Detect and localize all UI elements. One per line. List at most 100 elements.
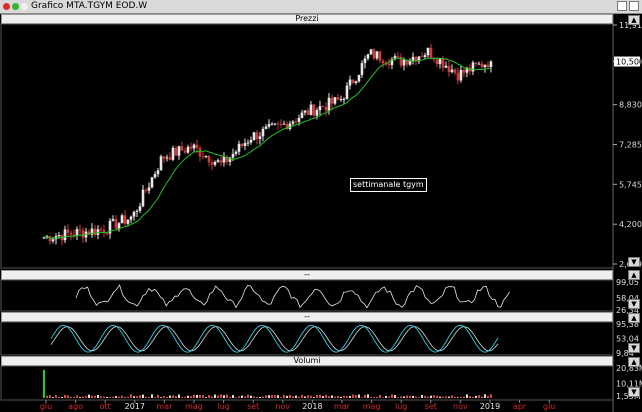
close-window-icon[interactable] bbox=[629, 1, 639, 11]
candle-body bbox=[189, 146, 193, 149]
volume-bar bbox=[243, 396, 246, 398]
candle-body bbox=[297, 117, 301, 122]
volume-bar bbox=[339, 396, 342, 398]
last-price-label: 10,500 bbox=[616, 58, 642, 67]
candle-body bbox=[51, 239, 55, 242]
maximize-dot-icon[interactable] bbox=[21, 3, 28, 10]
candle-body bbox=[453, 69, 457, 73]
volume-bar bbox=[348, 395, 351, 398]
volume-bar bbox=[252, 396, 255, 398]
volume-bar bbox=[228, 396, 231, 398]
volume-bar bbox=[201, 395, 204, 398]
volume-bar bbox=[135, 396, 138, 398]
candle-body bbox=[75, 229, 79, 236]
candle-body bbox=[390, 59, 394, 66]
x-tick-label: giu bbox=[40, 402, 52, 411]
volume-bar bbox=[351, 394, 354, 398]
osc1-scroll-up-button[interactable]: ▲ bbox=[628, 270, 640, 280]
chart-annotation[interactable]: settimanale tgym bbox=[350, 178, 427, 192]
prices-scroll-down-button[interactable]: ▼ bbox=[628, 257, 640, 267]
vol-scroll-up-button[interactable]: ▲ bbox=[628, 357, 640, 367]
volume-bar bbox=[246, 394, 249, 398]
candle-body bbox=[144, 189, 148, 191]
restore-window-icon[interactable] bbox=[617, 1, 627, 11]
candle-body bbox=[225, 156, 229, 162]
candle-body bbox=[294, 121, 298, 123]
vol-scroll-down-button[interactable]: ▼ bbox=[628, 387, 640, 397]
candle-body bbox=[126, 219, 130, 224]
volume-bar bbox=[216, 395, 219, 398]
prices-panel-header[interactable]: Prezzi bbox=[1, 14, 613, 24]
candle-body bbox=[216, 160, 220, 162]
candle-body bbox=[99, 229, 103, 231]
volume-bar bbox=[309, 395, 312, 398]
candle-body bbox=[243, 143, 247, 146]
volume-bar bbox=[357, 394, 360, 398]
volume-bar bbox=[219, 394, 222, 398]
osc1-scroll-down-button[interactable]: ▼ bbox=[628, 299, 640, 309]
candle-body bbox=[273, 123, 277, 125]
candle-body bbox=[207, 155, 211, 163]
volume-bar bbox=[402, 396, 405, 398]
candle-body bbox=[228, 157, 232, 162]
oscillator-line bbox=[75, 284, 510, 309]
volume-bar bbox=[312, 397, 315, 398]
x-tick-label: set bbox=[425, 402, 437, 411]
candle-body bbox=[480, 63, 484, 68]
volume-bar bbox=[174, 396, 177, 398]
minimize-dot-icon[interactable] bbox=[12, 3, 19, 10]
volume-bar bbox=[435, 395, 438, 398]
volume-bar bbox=[300, 394, 303, 398]
volume-bar bbox=[465, 394, 468, 398]
stochastic-k-line bbox=[50, 324, 499, 353]
volume-bar bbox=[93, 395, 96, 398]
volume-bar bbox=[354, 395, 357, 398]
prices-scroll-up-button[interactable]: ▲ bbox=[628, 15, 640, 25]
candle-body bbox=[357, 74, 361, 82]
volume-bar bbox=[75, 395, 78, 398]
candle-body bbox=[90, 228, 94, 235]
volume-bar bbox=[327, 396, 330, 398]
close-dot-icon[interactable] bbox=[3, 3, 10, 10]
osc2-scroll-up-button[interactable]: ▲ bbox=[628, 313, 640, 323]
volume-bar bbox=[456, 397, 459, 398]
volume-bar bbox=[333, 396, 336, 398]
candle-body bbox=[315, 110, 319, 116]
volume-bar bbox=[129, 394, 132, 398]
volume-panel-header[interactable]: Volumi bbox=[1, 356, 613, 366]
candle-body bbox=[165, 157, 169, 159]
candle-body bbox=[141, 189, 145, 207]
candle-body bbox=[237, 143, 241, 152]
candle-body bbox=[408, 60, 412, 65]
volume-bar bbox=[144, 396, 147, 398]
volume-bar bbox=[171, 395, 174, 398]
stochastic-panel-header[interactable]: -- bbox=[1, 312, 613, 322]
volume-bar bbox=[294, 395, 297, 398]
volume-bar bbox=[153, 397, 156, 398]
volume-bar bbox=[291, 396, 294, 398]
candle-body bbox=[336, 97, 340, 100]
candle-body bbox=[435, 59, 439, 65]
volume-bar bbox=[126, 396, 129, 398]
volume-bar bbox=[105, 397, 108, 398]
volume-bar bbox=[117, 396, 120, 398]
x-tick-label: apr bbox=[513, 402, 527, 411]
candle-body bbox=[486, 64, 490, 68]
candle-body bbox=[135, 210, 139, 212]
volume-bar bbox=[336, 396, 339, 398]
candle-body bbox=[132, 211, 136, 217]
candle-body bbox=[186, 146, 190, 153]
volume-bar bbox=[165, 397, 168, 398]
osc2-scroll-down-button[interactable]: ▼ bbox=[628, 343, 640, 353]
x-tick-label: giu bbox=[543, 402, 555, 411]
volume-bar bbox=[480, 396, 483, 398]
volume-bar bbox=[375, 397, 378, 398]
candle-body bbox=[108, 220, 112, 234]
candle-body bbox=[342, 98, 346, 100]
volume-bar bbox=[159, 397, 162, 398]
volume-bar bbox=[360, 397, 363, 398]
title-bar[interactable]: Grafico MTA.TGYM EOD.W bbox=[0, 0, 642, 14]
volume-bar bbox=[285, 395, 288, 398]
oscillator-panel-header[interactable]: -- bbox=[1, 270, 613, 280]
